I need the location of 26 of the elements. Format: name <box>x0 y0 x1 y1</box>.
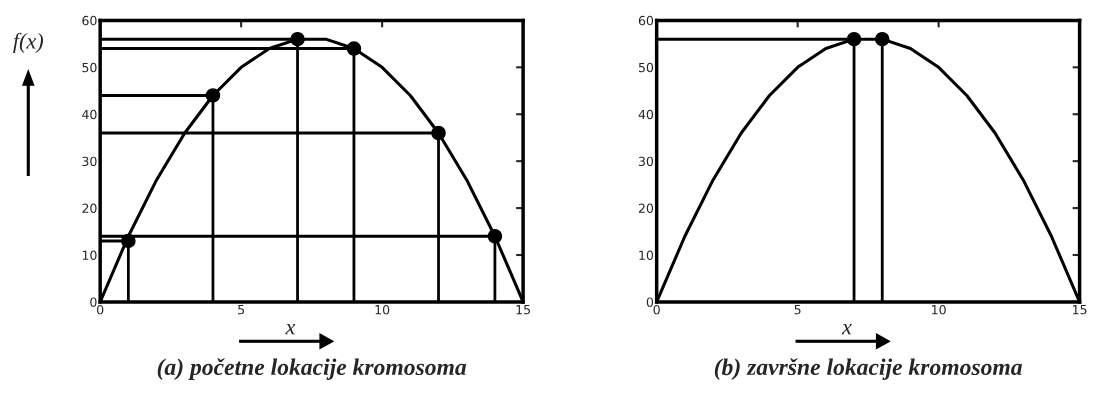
y-tick-label: 60 <box>638 15 654 26</box>
x-axis-title: x <box>841 324 852 335</box>
text: (a) početne lokacije kromosoma <box>157 358 467 380</box>
y-tick-label: 0 <box>90 297 97 307</box>
y-tick-label: 50 <box>638 62 654 73</box>
y-tick-label: 10 <box>82 250 97 260</box>
y-tick-label: 60 <box>82 15 97 26</box>
y-tick-label: 10 <box>639 250 654 260</box>
y-tick-label: 50 <box>82 62 97 73</box>
x-tick-label: 10 <box>375 304 390 315</box>
y-tick-label: 40 <box>638 109 654 120</box>
y-axis-title: f(x) <box>13 32 43 54</box>
x-tick-label: 5 <box>238 305 245 315</box>
x-tick-label: 15 <box>1073 305 1087 315</box>
x-tick-label: 10 <box>932 304 946 315</box>
x-axis-title: x <box>285 324 296 335</box>
y-tick-label: 30 <box>82 156 97 167</box>
text: (b) završne lokacije kromosoma <box>714 358 1023 380</box>
y-tick-label: 20 <box>82 203 97 214</box>
y-tick-label: 30 <box>638 156 654 167</box>
x-tick-label: 5 <box>794 305 801 315</box>
x-tick-label: 15 <box>516 305 530 315</box>
y-tick-label: 0 <box>646 297 654 307</box>
y-tick-label: 20 <box>638 203 654 214</box>
y-tick-label: 40 <box>82 109 97 120</box>
x-tick-label: 0 <box>97 304 104 315</box>
